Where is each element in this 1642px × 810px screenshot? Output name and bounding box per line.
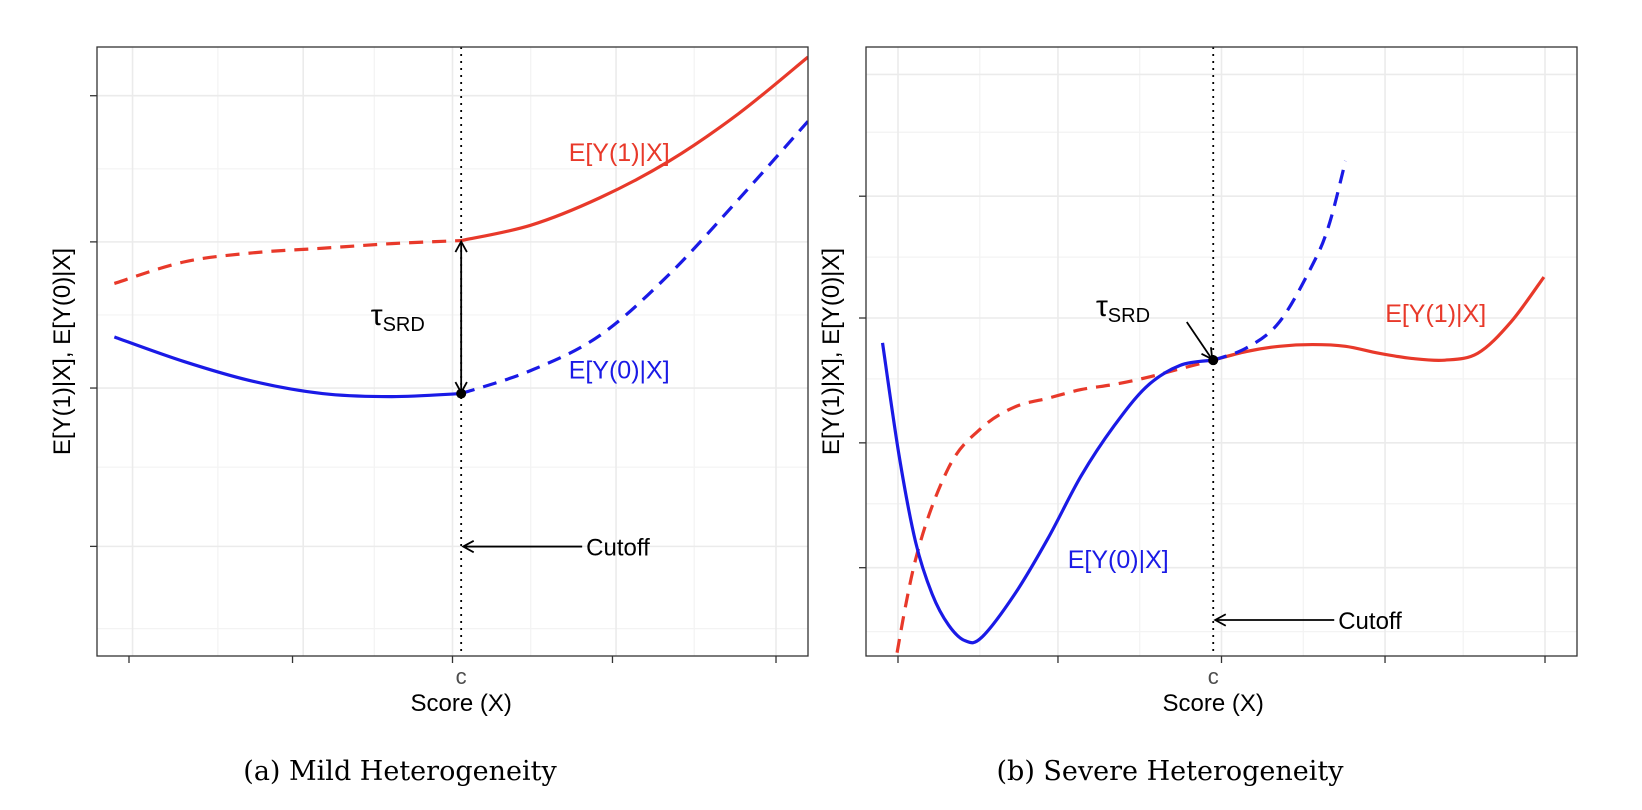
panel-a-tau-label: τSRD: [371, 299, 425, 336]
panel-a-mild-heterogeneity: c Score (X) E[Y(1)|X], E[Y(0)|X] Cutoff …: [49, 46, 809, 787]
series-1-solid-segment-0: [880, 342, 1214, 645]
panel-b-tau-label: τSRD: [1096, 290, 1150, 327]
panel-b-border: [865, 46, 1578, 657]
panel-a-x-axis-label: Score (X): [410, 690, 511, 717]
cutoff-arrow-head: [1213, 613, 1227, 627]
panel-a-y-axis-label: E[Y(1)|X], E[Y(0)|X]: [49, 248, 76, 455]
panel-b-grid: [866, 47, 1577, 656]
cutoff-arrow-head: [461, 540, 475, 554]
tau-arrow-head-top: [454, 239, 468, 253]
tau-point: [1208, 355, 1219, 366]
panel-a-tau-symbol: τ: [371, 299, 383, 332]
panel-b-annotations: [1186, 47, 1335, 656]
panel-b-series-label-treated: E[Y(1)|X]: [1385, 300, 1486, 328]
panel-b-tau-subscript: SRD: [1108, 305, 1150, 327]
panel-b-caption: (b) Severe Heterogeneity: [997, 756, 1345, 787]
panel-a-curves: [113, 55, 808, 399]
panel-a-tau-subscript: SRD: [383, 314, 425, 336]
panel-a-ticks: [90, 95, 777, 663]
panel-b-ticks: [859, 195, 1546, 663]
panel-b-x-tick-label: c: [1208, 664, 1219, 689]
series-0-dashed-segment-0: [113, 238, 462, 285]
panel-b-series-label-control: E[Y(0)|X]: [1068, 546, 1169, 574]
panel-a-grid: [97, 47, 808, 656]
panel-b-curves: [880, 160, 1546, 656]
panel-a-series-label-treated: E[Y(1)|X]: [569, 139, 670, 167]
panel-b-severe-heterogeneity: c Score (X) E[Y(1)|X], E[Y(0)|X] Cutoff …: [818, 46, 1578, 787]
series-0-solid-segment-1: [460, 55, 808, 243]
series-1-dashed-segment-1: [460, 120, 808, 396]
panel-b-y-axis-label: E[Y(1)|X], E[Y(0)|X]: [818, 248, 845, 455]
panel-a-x-tick-label: c: [456, 664, 467, 689]
series-1-dashed-segment-1: [1212, 160, 1348, 362]
series-1-solid-segment-0: [113, 335, 462, 399]
panel-a-cutoff-label: Cutoff: [586, 535, 650, 562]
panel-a-caption: (a) Mild Heterogeneity: [243, 756, 557, 787]
panel-a-series-label-control: E[Y(0)|X]: [569, 356, 670, 384]
series-0-dashed-segment-0: [894, 358, 1214, 656]
panel-b-x-axis-label: Score (X): [1163, 690, 1264, 717]
panel-b-cutoff-label: Cutoff: [1338, 608, 1402, 635]
series-0-solid-segment-1: [1212, 276, 1546, 363]
tau-point: [456, 388, 467, 399]
panel-a-border: [96, 46, 809, 657]
panel-b-tau-symbol: τ: [1096, 290, 1108, 323]
tau-arrow-shaft: [1186, 321, 1212, 359]
panel-a-annotations: [454, 47, 583, 656]
